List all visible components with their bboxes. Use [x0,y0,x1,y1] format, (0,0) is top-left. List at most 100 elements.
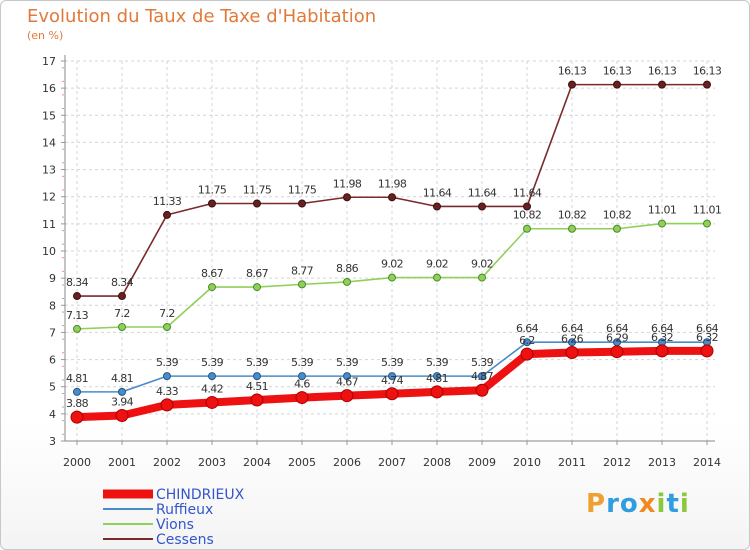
data-label: 9.02 [381,258,403,271]
data-label: 11.64 [513,186,542,199]
data-label: 11.75 [198,184,227,197]
data-point [298,372,306,381]
x-tick-label: 2010 [513,456,541,469]
logo-letter: o [619,489,639,519]
x-tick-label: 2003 [198,456,226,469]
data-point [115,408,129,422]
y-tick-label: 13 [42,164,56,177]
data-label: 4.33 [156,385,179,398]
data-point [118,387,126,396]
data-point [73,324,81,333]
data-label: 6.64 [651,322,674,335]
data-point [565,346,579,360]
x-tick-label: 2008 [423,456,451,469]
logo-letter: r [606,489,620,519]
data-point [163,323,171,331]
y-tick-label: 8 [49,299,56,312]
data-label: 11.64 [423,186,452,199]
legend-label: Ruffieux [156,502,213,518]
data-label: 6.64 [561,322,584,335]
data-point [568,224,576,233]
data-label: 4.81 [111,372,133,385]
data-point [433,372,441,381]
data-point [250,393,264,407]
legend-label: Vions [156,517,194,533]
x-tick-label: 2006 [333,456,361,469]
data-point [205,395,219,409]
data-point [160,398,174,412]
data-point [613,224,621,233]
data-point [253,372,261,381]
data-point [388,273,396,282]
data-label: 11.64 [468,186,497,199]
data-point [700,344,714,358]
data-label: 4.67 [336,376,359,389]
data-label: 6.29 [606,332,629,345]
x-tick-label: 2011 [558,456,586,469]
data-point [73,292,81,301]
x-tick-label: 2005 [288,456,316,469]
data-point [385,387,399,401]
y-tick-label: 11 [42,218,56,231]
data-point [208,372,216,381]
logo-letter: P [586,489,607,519]
data-label: 3.88 [66,397,89,410]
data-point [253,283,261,292]
data-label: 4.87 [471,370,494,383]
data-label: 4.81 [426,372,448,385]
data-label: 4.74 [381,374,404,387]
data-label: 4.42 [201,382,223,395]
data-label: 6.64 [606,322,629,335]
data-label: 6.32 [696,331,718,344]
data-point [208,283,216,292]
logo-letter: t [666,489,680,519]
y-tick-label: 17 [42,55,56,68]
series-cessens: 8.34 8.34 11.33 11.75 11.75 11.75 11.98 11.98 11… [66,65,722,301]
data-point [613,80,621,89]
data-label: 8.67 [201,267,224,280]
data-label: 16.13 [693,65,722,78]
data-label: 8.77 [291,264,314,277]
data-label: 6.26 [561,333,584,346]
data-label: 11.75 [288,184,317,197]
data-point [433,202,441,211]
logo-letter: x [638,489,657,519]
series-chindrieux: 3.88 3.94 4.33 4.42 4.51 4.6 4.67 4.74 4.81 4.87 6… [66,331,719,424]
x-tick-label: 2004 [243,456,271,469]
data-label: 11.01 [648,204,677,217]
data-label: 7.2 [114,307,130,320]
data-point [298,199,306,208]
y-tick-label: 12 [42,191,56,204]
data-point [568,80,576,89]
proxiti-logo: Proxiti [586,489,690,519]
data-label: 5.39 [381,356,404,369]
data-label: 8.86 [336,262,359,275]
x-tick-label: 2013 [648,456,676,469]
logo-letter: i [679,489,690,519]
legend-label: Cessens [156,532,214,548]
data-point [478,202,486,211]
chart-title: Evolution du Taux de Taxe d'Habitation [27,6,377,27]
x-tick-label: 2014 [693,456,721,469]
data-label: 10.82 [558,209,587,222]
data-label: 10.82 [513,209,542,222]
data-label: 11.33 [153,195,182,208]
y-tick-label: 6 [49,354,56,367]
data-point [253,199,261,208]
data-label: 6.32 [651,331,673,344]
data-label: 11.01 [693,204,722,217]
data-label: 4.81 [66,372,88,385]
chart-unit: (en %) [27,29,64,42]
x-tick-label: 2007 [378,456,406,469]
series-ruffieux: 4.81 4.81 5.39 5.39 5.39 5.39 5.39 5.39 5.39 5.39… [66,322,719,396]
data-point [73,387,81,396]
data-point [478,273,486,282]
data-point [610,345,624,359]
data-point [703,80,711,89]
data-label: 6.64 [696,322,719,335]
data-label: 16.13 [558,65,587,78]
data-label: 6.2 [519,334,535,347]
y-tick-label: 5 [49,381,56,394]
data-point [343,193,351,202]
